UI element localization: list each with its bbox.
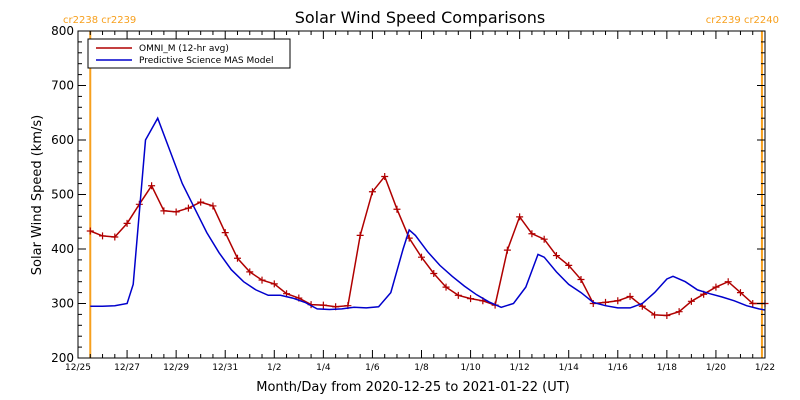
carrington-label-0: cr2238 cr2239	[63, 15, 136, 26]
data-point-marker	[442, 283, 450, 291]
x-tick-label: 12/27	[114, 363, 140, 373]
data-point-marker	[577, 276, 585, 284]
x-tick-label: 1/20	[706, 363, 726, 373]
y-tick-label: 600	[51, 133, 74, 147]
data-point-marker	[736, 289, 744, 297]
data-point-marker	[503, 246, 511, 254]
data-point-marker	[430, 270, 438, 278]
x-tick-label: 12/29	[163, 363, 189, 373]
data-point-marker	[356, 231, 364, 239]
y-axis-ticks: 200 300 400 500 600 700 800	[51, 24, 765, 365]
data-point-marker	[626, 292, 634, 300]
y-tick-label: 500	[51, 188, 74, 202]
data-point-marker	[86, 227, 94, 235]
x-tick-label: 1/12	[510, 363, 530, 373]
data-point-marker	[516, 213, 524, 221]
y-axis-label: Solar Wind Speed (km/s)	[30, 115, 45, 275]
data-point-marker	[418, 253, 425, 261]
data-point-marker	[651, 311, 659, 319]
data-point-marker	[99, 232, 107, 240]
x-axis-label: Month/Day from 2020-12-25 to 2021-01-22 …	[256, 380, 569, 395]
y-tick-label: 300	[51, 297, 74, 311]
data-point-marker	[123, 219, 131, 227]
data-point-marker	[381, 173, 389, 181]
legend-label-mas: Predictive Science MAS Model	[139, 56, 274, 66]
x-tick-label: 1/14	[559, 363, 579, 373]
data-point-marker	[540, 235, 548, 243]
x-axis-ticks: 12/25 12/27 12/29 12/31 1/2 1/4 1/6 1/8 1/10 1/12…	[65, 31, 775, 373]
data-point-marker	[565, 261, 573, 269]
data-point-marker	[184, 204, 192, 212]
x-tick-label: 1/22	[755, 363, 775, 373]
data-point-marker	[111, 233, 119, 241]
series-layer	[86, 116, 769, 319]
x-tick-label: 1/6	[365, 363, 380, 373]
x-tick-label: 12/31	[212, 363, 238, 373]
data-point-marker	[675, 308, 683, 316]
x-tick-label: 1/4	[316, 363, 331, 373]
x-tick-label: 1/8	[414, 363, 429, 373]
y-tick-label: 400	[51, 242, 74, 256]
data-point-marker	[258, 276, 266, 284]
data-point-marker	[270, 280, 278, 288]
chart-legend: OMNI_M (12-hr avg) Predictive Science MA…	[87, 38, 291, 69]
data-point-marker	[749, 300, 757, 307]
data-point-marker	[712, 283, 720, 291]
data-point-marker	[528, 230, 536, 238]
chart-title: Solar Wind Speed Comparisons	[295, 8, 546, 27]
x-tick-label: 1/18	[657, 363, 677, 373]
data-point-marker	[393, 205, 401, 213]
data-point-marker	[233, 254, 241, 262]
data-point-marker	[160, 207, 168, 215]
x-tick-label: 1/2	[267, 363, 281, 373]
y-tick-label: 200	[51, 351, 74, 365]
x-tick-label: 12/25	[65, 363, 91, 373]
data-point-marker	[172, 208, 180, 216]
data-point-marker	[454, 291, 462, 299]
y-tick-label: 800	[51, 24, 74, 38]
data-point-marker	[368, 188, 376, 196]
series-line-1	[90, 116, 766, 311]
legend-box	[87, 38, 291, 69]
data-point-marker	[148, 182, 156, 190]
data-point-marker	[246, 268, 254, 276]
data-point-marker	[197, 198, 205, 206]
carrington-label-1: cr2239 cr2240	[706, 15, 779, 26]
data-point-marker	[552, 252, 560, 260]
x-tick-label: 1/10	[460, 363, 480, 373]
data-point-marker	[602, 298, 610, 306]
data-point-marker	[663, 311, 671, 319]
y-tick-label: 700	[51, 79, 74, 93]
data-point-marker	[724, 278, 732, 286]
data-point-marker	[319, 301, 327, 309]
x-tick-label: 1/16	[608, 363, 628, 373]
data-point-marker	[614, 297, 622, 305]
data-point-marker	[221, 229, 229, 237]
series-line-0	[90, 175, 765, 317]
data-point-marker	[209, 202, 217, 210]
data-point-marker	[687, 297, 695, 305]
data-point-marker	[467, 295, 475, 303]
legend-label-omni: OMNI_M (12-hr avg)	[139, 44, 229, 54]
